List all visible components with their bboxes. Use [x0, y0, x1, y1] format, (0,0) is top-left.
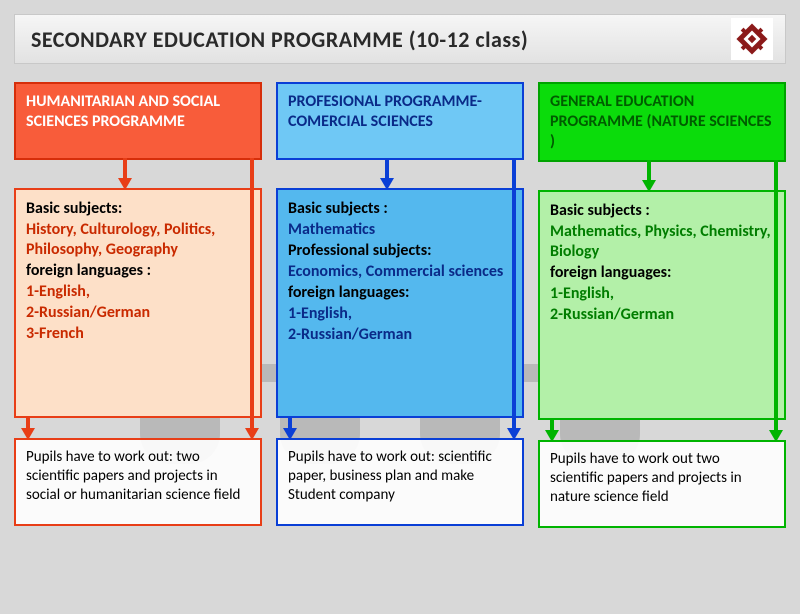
column-professional: PROFESIONAL PROGRAMME- COMERCIAL SCIENCE…: [276, 82, 524, 528]
programme-footer: Pupils have to work out: scientific pape…: [276, 438, 524, 526]
section-value: 2-Russian/German: [288, 325, 512, 345]
column-general: GENERAL EDUCATION PROGRAMME (NATURE SCIE…: [538, 82, 786, 528]
section-value: 1-English,: [26, 282, 250, 302]
section-value: History, Culturology, Politics, Philosop…: [26, 220, 250, 260]
programme-header: GENERAL EDUCATION PROGRAMME (NATURE SCIE…: [538, 82, 786, 162]
programme-header: HUMANITARIAN AND SOCIAL SCIENCES PROGRAM…: [14, 82, 262, 160]
programme-columns: HUMANITARIAN AND SOCIAL SCIENCES PROGRAM…: [0, 64, 800, 540]
arrow-gap: [14, 160, 262, 188]
section-value: 2-Russian/German: [550, 305, 774, 325]
arrow-gap: [276, 418, 524, 438]
logo-icon: [731, 18, 773, 60]
programme-footer: Pupils have to work out: two scientific …: [14, 438, 262, 526]
section-value: 2-Russian/German: [26, 303, 250, 323]
section-label: Professional subjects:: [288, 241, 512, 261]
programme-body: Basic subjects:History, Culturology, Pol…: [14, 188, 262, 418]
programme-header: PROFESIONAL PROGRAMME- COMERCIAL SCIENCE…: [276, 82, 524, 160]
page-title: SECONDARY EDUCATION PROGRAMME (10-12 cla…: [31, 26, 528, 53]
section-value: 3-French: [26, 324, 250, 344]
section-value: Mathematics, Physics, Chemistry, Biology: [550, 222, 774, 262]
arrow-gap: [538, 420, 786, 440]
section-value: 1-English,: [288, 304, 512, 324]
section-label: foreign languages:: [550, 263, 774, 283]
programme-footer: Pupils have to work out two scientific p…: [538, 440, 786, 528]
programme-body: Basic subjects :MathematicsProfessional …: [276, 188, 524, 418]
section-value: Mathematics: [288, 220, 512, 240]
section-label: Basic subjects :: [288, 199, 512, 219]
arrow-gap: [14, 418, 262, 438]
programme-body: Basic subjects :Mathematics, Physics, Ch…: [538, 190, 786, 420]
title-bar: SECONDARY EDUCATION PROGRAMME (10-12 cla…: [14, 14, 786, 64]
section-label: Basic subjects:: [26, 199, 250, 219]
section-label: Basic subjects :: [550, 201, 774, 221]
column-humanitarian: HUMANITARIAN AND SOCIAL SCIENCES PROGRAM…: [14, 82, 262, 528]
arrow-gap: [538, 162, 786, 190]
section-value: 1-English,: [550, 284, 774, 304]
section-label: foreign languages:: [288, 283, 512, 303]
section-value: Economics, Commercial sciences: [288, 262, 512, 282]
arrow-gap: [276, 160, 524, 188]
section-label: foreign languages :: [26, 261, 250, 281]
